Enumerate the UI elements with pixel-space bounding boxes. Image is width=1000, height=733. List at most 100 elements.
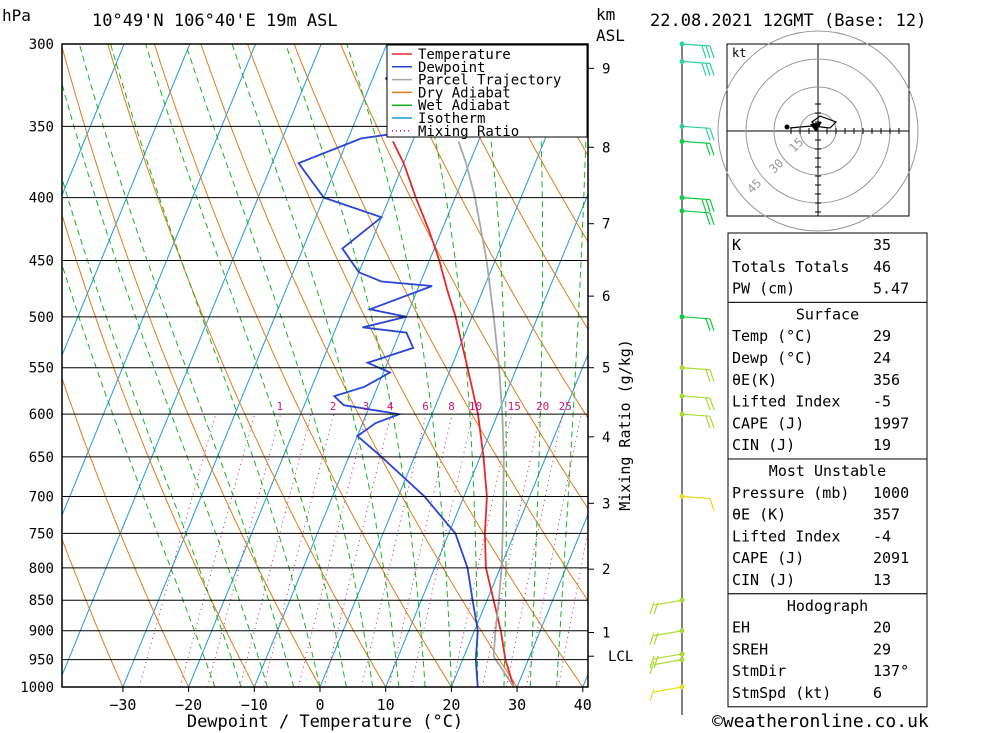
x-axis-label: Dewpoint / Temperature (°C) — [187, 712, 463, 732]
index-value: 24 — [873, 349, 891, 367]
wind-barb — [681, 367, 711, 371]
pressure-unit-label: hPa — [2, 6, 31, 25]
pressure-tick-label: 800 — [29, 561, 54, 577]
legend-item-label: Wet Adiabat — [418, 98, 511, 114]
wind-barb-flag — [653, 602, 659, 615]
index-value: 35 — [873, 236, 891, 254]
index-value: 137° — [873, 662, 909, 680]
mixing-ratio-line — [525, 414, 582, 687]
wind-barb — [653, 599, 683, 606]
wind-barb-flag — [709, 498, 715, 511]
isotherm-line — [62, 44, 125, 197]
legend-item-label: Dewpoint — [418, 60, 485, 76]
index-value: -4 — [873, 527, 891, 545]
index-label: StmSpd (kt) — [732, 684, 831, 702]
dry-adiabat-line — [62, 537, 124, 687]
x-tick-label: 30 — [508, 696, 526, 714]
hodograph-indices-box — [727, 593, 928, 708]
index-label: Temp (°C) — [732, 327, 813, 345]
wind-barb — [681, 60, 711, 65]
wind-barb-flag — [705, 143, 711, 156]
wind-barb — [681, 395, 711, 399]
height-unit-asl: ASL — [596, 26, 625, 45]
dewpoint-profile — [297, 48, 479, 687]
most-unstable-indices: Most Unstable Pressure (mb) 1000 θE (K) 357 L… — [727, 458, 928, 595]
indices-table: K 35 Totals Totals 46 PW (cm) 5.47 Surface Temp… — [727, 232, 928, 708]
x-tick-label: 0 — [315, 696, 324, 714]
height-tick-label: 5 — [602, 361, 610, 377]
wind-barb-flag — [709, 369, 715, 382]
hodograph-unit-label: kt — [732, 46, 746, 60]
x-tick-label: −10 — [241, 696, 268, 714]
dry-adiabat-line — [433, 44, 588, 331]
wet-adiabat-line — [529, 44, 544, 687]
wind-barb — [681, 140, 711, 144]
index-value: 2091 — [873, 549, 909, 567]
legend-box — [386, 44, 588, 138]
hodograph-trace — [789, 115, 838, 129]
isotherm-line — [62, 44, 191, 357]
mixing-ratio-line — [179, 414, 256, 687]
wind-barb-flag — [705, 128, 711, 141]
pressure-tick-label: 300 — [29, 37, 54, 53]
isotherm-line — [122, 44, 388, 687]
wind-barb-flag — [649, 688, 655, 702]
wet-adiabat-line — [110, 44, 321, 687]
mixing-ratio-label: 6 — [422, 400, 429, 413]
wind-barb — [681, 413, 711, 417]
index-value: 356 — [873, 371, 900, 389]
height-tick-label: 1 — [602, 626, 610, 642]
index-label: CAPE (J) — [732, 549, 804, 567]
wind-barb-flag — [649, 632, 655, 645]
mixing-ratio-line — [388, 414, 453, 687]
index-value: 29 — [873, 640, 891, 658]
isotherm-line — [385, 192, 588, 687]
mixing-ratio-label: 8 — [448, 400, 455, 413]
wind-barb-flag — [705, 397, 711, 411]
index-value: -5 — [873, 393, 891, 411]
wind-barb — [681, 210, 711, 214]
lcl-label: LCL — [608, 649, 633, 665]
wet-adiabat-line — [145, 44, 347, 687]
general-indices: K 35 Totals Totals 46 PW (cm) 5.47 — [727, 232, 928, 303]
pressure-tick-label: 700 — [29, 490, 54, 506]
legend-item-label: Mixing Ratio — [418, 124, 519, 140]
pressure-tick-label: 600 — [29, 407, 54, 423]
height-tick-label: 2 — [602, 562, 610, 578]
wind-level-dot — [679, 59, 685, 65]
dry-adiabat-line — [200, 44, 518, 687]
index-label: PW (cm) — [732, 280, 795, 298]
wind-barb-flag — [709, 128, 715, 141]
x-tick-label: 10 — [377, 696, 395, 714]
wind-barb-flag — [705, 199, 711, 212]
wind-barb-flag — [701, 63, 707, 76]
legend-item-label: Parcel Trajectory — [418, 73, 561, 89]
mixing-ratio-axis-label: Mixing Ratio (g/kg) — [616, 339, 634, 511]
pressure-tick-label: 850 — [29, 593, 54, 609]
wind-barb — [681, 495, 711, 500]
index-value: 13 — [873, 571, 891, 589]
index-value: 1997 — [873, 414, 909, 432]
wind-barb-flag — [705, 318, 711, 332]
mixing-ratio-line — [239, 414, 312, 687]
index-value: 29 — [873, 327, 891, 345]
index-label: Lifted Index — [732, 393, 840, 411]
dry-adiabat-line — [153, 44, 452, 687]
pressure-tick-label: 400 — [29, 191, 54, 207]
isotherm-line — [188, 44, 454, 687]
index-label: CIN (J) — [732, 571, 795, 589]
hodograph-ring — [773, 86, 863, 176]
mixing-ratio-label: 1 — [277, 400, 284, 413]
index-value: 19 — [873, 436, 891, 454]
plot-frame — [61, 43, 589, 688]
wind-barb-flag — [649, 655, 655, 669]
mixing-ratio-line — [297, 414, 368, 687]
legend-item-label: Dry Adiabat — [418, 85, 511, 101]
legend-item-label: Isotherm — [418, 111, 485, 127]
wet-adiabat-line — [62, 81, 268, 687]
wind-barb — [681, 125, 711, 129]
